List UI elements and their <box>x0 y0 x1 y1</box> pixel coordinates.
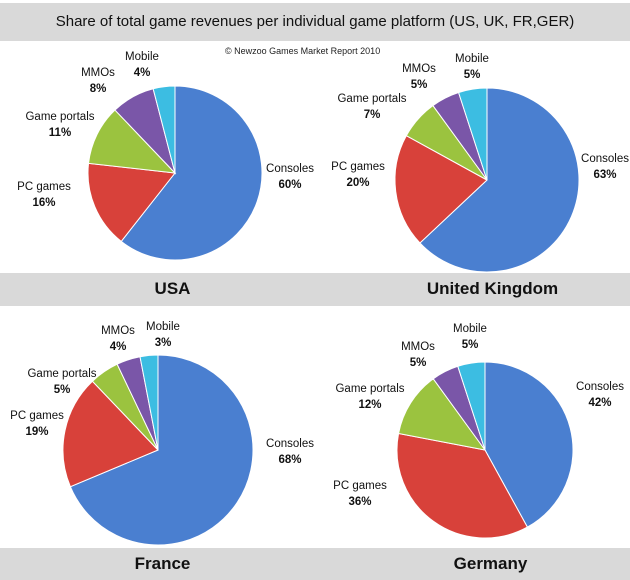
country-label-uk: United Kingdom <box>426 279 559 298</box>
pie-slice-pc-games <box>62 380 159 488</box>
slice-value-label: 5% <box>464 69 481 81</box>
slice-category-label: Game portals <box>335 383 404 395</box>
pie-slice-pc-games <box>394 134 488 244</box>
pie-slice-pc-games <box>87 162 176 243</box>
slice-category-label: Consoles <box>576 381 624 393</box>
pie-slice-consoles <box>484 361 574 528</box>
chart-title: Share of total game revenues per individ… <box>0 3 630 41</box>
slice-value-label: 16% <box>32 197 55 209</box>
slice-value-label: 7% <box>364 109 381 121</box>
country-label-germany: Germany <box>453 554 528 573</box>
slice-category-label: Game portals <box>25 111 94 123</box>
slice-value-label: 60% <box>278 179 301 191</box>
slice-category-label: Consoles <box>266 438 314 450</box>
slice-value-label: 63% <box>593 169 616 181</box>
slice-category-label: MMOs <box>101 325 135 337</box>
pie-slice-mobile <box>457 361 486 451</box>
slice-category-label: Mobile <box>455 53 489 65</box>
slice-value-label: 3% <box>155 337 172 349</box>
pie-slice-consoles <box>419 87 580 273</box>
slice-category-label: MMOs <box>402 63 436 75</box>
pie-slice-mobile <box>152 85 176 174</box>
slice-value-label: 68% <box>278 454 301 466</box>
pie-slice-game-portals <box>397 378 487 451</box>
pie-slice-consoles <box>120 85 263 261</box>
slice-value-label: 42% <box>588 397 611 409</box>
slice-category-label: Consoles <box>581 153 629 165</box>
slice-category-label: Mobile <box>125 51 159 63</box>
slice-value-label: 19% <box>25 426 48 438</box>
slice-value-label: 4% <box>110 341 127 353</box>
pie-slice-consoles <box>69 354 254 546</box>
pie-slice-mobile <box>139 354 159 451</box>
slice-value-label: 20% <box>346 177 369 189</box>
slice-value-label: 4% <box>134 67 151 79</box>
slice-value-label: 11% <box>49 127 71 139</box>
slice-value-label: 12% <box>358 399 381 411</box>
pie-slice-mobile <box>457 87 488 181</box>
slice-category-label: Game portals <box>27 368 96 380</box>
country-label-usa: USA <box>154 279 191 298</box>
slice-category-label: PC games <box>10 410 64 422</box>
slice-category-label: Game portals <box>337 93 406 105</box>
slice-category-label: MMOs <box>401 341 435 353</box>
slice-value-label: 5% <box>54 384 71 396</box>
slice-value-label: 5% <box>411 79 428 91</box>
country-band-top <box>0 273 630 306</box>
slice-category-label: PC games <box>331 161 385 173</box>
copyright-annotation: © Newzoo Games Market Report 2010 <box>225 46 381 56</box>
slice-category-label: Mobile <box>453 323 487 335</box>
slice-category-label: MMOs <box>81 67 115 79</box>
slice-category-label: PC games <box>333 480 387 492</box>
pie-slice-pc-games <box>396 432 529 539</box>
slice-value-label: 5% <box>462 339 479 351</box>
slice-category-label: PC games <box>17 181 71 193</box>
slice-value-label: 8% <box>90 83 107 95</box>
slice-value-label: 36% <box>348 496 371 508</box>
country-band-bottom <box>0 548 630 580</box>
slice-category-label: Consoles <box>266 163 314 175</box>
slice-value-label: 5% <box>410 357 427 369</box>
country-label-france: France <box>134 554 191 573</box>
slice-category-label: Mobile <box>146 321 180 333</box>
